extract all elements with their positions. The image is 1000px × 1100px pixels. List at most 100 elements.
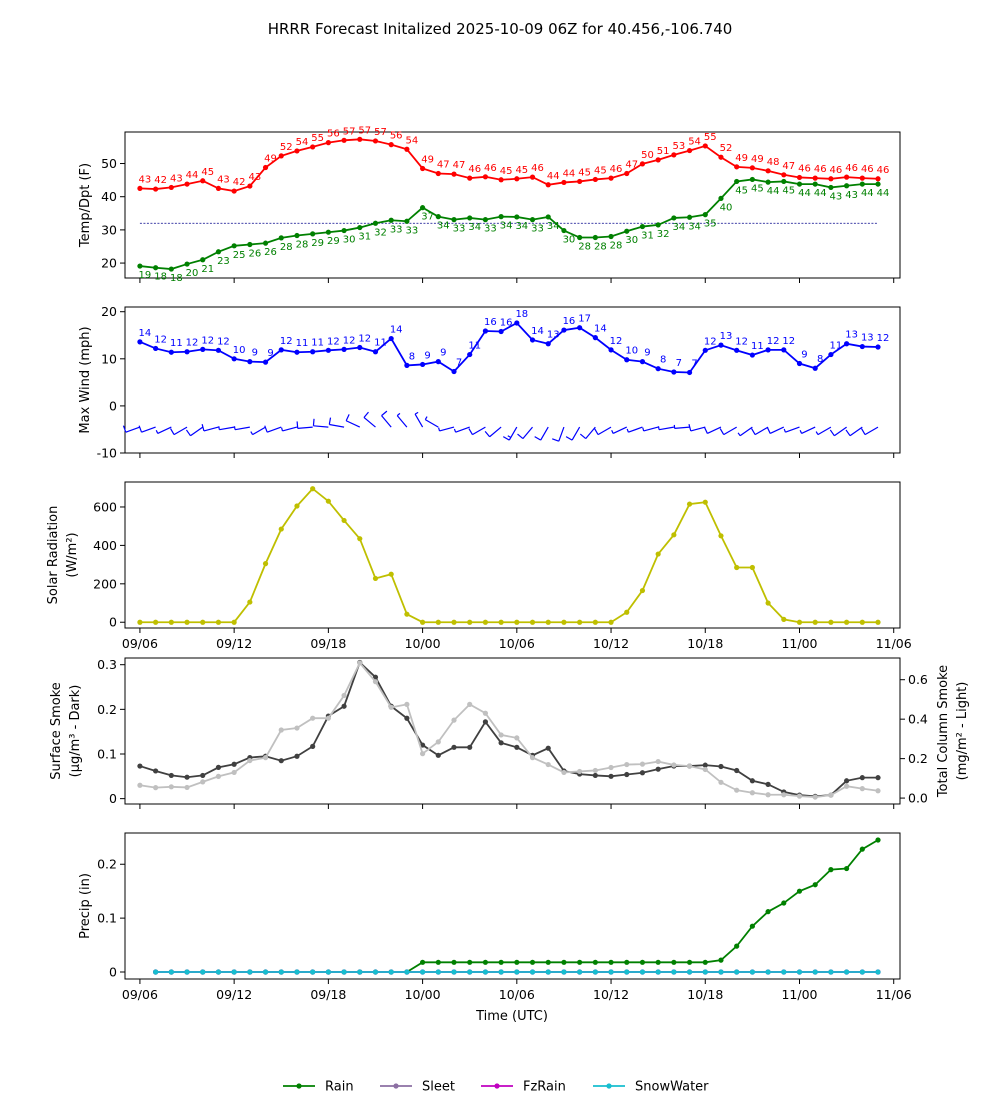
x-tick-label: 10/18 <box>687 987 723 1002</box>
wind-barb <box>673 424 690 430</box>
plot-frame <box>124 481 901 629</box>
wind-barb <box>861 426 879 436</box>
data-point-solar <box>467 619 473 625</box>
data-point-solar <box>419 619 426 625</box>
y-tick-label: 0.2 <box>97 857 117 872</box>
data-label-wind: 12 <box>767 336 780 347</box>
data-point-dewpoint <box>702 212 708 218</box>
data-point-rain <box>718 957 724 963</box>
data-point-solar <box>545 619 551 625</box>
data-point-snowwater <box>514 969 520 975</box>
data-label-temp: 54 <box>296 137 309 148</box>
data-point-wind <box>655 366 661 372</box>
data-point-smoke_light <box>184 784 190 791</box>
data-point-snowwater <box>372 969 379 975</box>
data-point-temp <box>624 170 630 177</box>
data-label-temp: 46 <box>830 165 843 176</box>
data-label-wind: 9 <box>267 348 273 359</box>
data-point-wind <box>137 339 143 345</box>
data-label-dewpoint: 18 <box>170 273 183 284</box>
y-tick-label: 200 <box>93 576 117 591</box>
wind-barb-shaft <box>203 426 219 432</box>
data-point-snowwater <box>624 969 630 975</box>
wind-barb-shaft <box>785 426 800 433</box>
wind-barb-shaft <box>522 426 533 439</box>
y-tick-label: 0.1 <box>97 911 117 926</box>
data-point-snowwater <box>215 969 222 975</box>
data-point-solar <box>655 551 661 557</box>
data-point-smoke_dark <box>435 752 441 758</box>
data-label-wind: 16 <box>484 317 497 328</box>
data-label-wind: 8 <box>660 355 666 366</box>
data-point-solar <box>686 501 693 507</box>
data-label-wind: 18 <box>515 309 528 320</box>
data-point-smoke_dark <box>859 775 865 781</box>
y-tick-label-right: 0.6 <box>908 672 928 687</box>
wind-barb-shaft <box>455 426 470 433</box>
data-point-wind <box>577 325 583 331</box>
data-point-dewpoint <box>655 222 661 228</box>
data-point-dewpoint <box>168 266 174 272</box>
data-label-dewpoint: 34 <box>672 222 685 233</box>
data-point-snowwater <box>812 969 818 975</box>
wind-barb <box>751 426 769 436</box>
data-point-smoke_light <box>608 764 614 771</box>
data-point-solar <box>388 571 394 577</box>
data-label-dewpoint: 34 <box>688 221 701 232</box>
data-point-rain <box>655 959 661 965</box>
y-tick-label: 0.3 <box>97 657 117 672</box>
y-tick-label: 50 <box>101 156 117 171</box>
y-tick-label: 0 <box>109 791 117 806</box>
data-point-smoke_dark <box>341 703 347 709</box>
data-point-rain <box>734 943 740 949</box>
data-label-wind: 17 <box>578 314 591 325</box>
data-point-smoke_light <box>702 766 708 773</box>
data-point-smoke_light <box>231 769 237 776</box>
data-point-snowwater <box>828 969 834 975</box>
wind-barb-shaft <box>571 426 581 441</box>
data-label-wind: 11 <box>751 341 764 352</box>
data-label-wind: 11 <box>170 338 183 349</box>
data-label-wind: 14 <box>139 328 152 339</box>
data-label-dewpoint: 34 <box>437 221 450 232</box>
data-label-temp: 42 <box>233 177 246 188</box>
wind-barb-shaft <box>754 426 769 436</box>
data-point-smoke_dark <box>404 715 410 721</box>
wind-barb-feather <box>280 427 284 432</box>
data-point-solar <box>812 619 818 625</box>
wind-barb <box>138 425 156 433</box>
data-point-wind <box>734 347 740 353</box>
data-label-dewpoint: 30 <box>563 235 576 246</box>
data-point-snowwater <box>262 969 269 975</box>
y-tick-label: 0 <box>109 615 117 630</box>
data-point-dewpoint <box>482 217 489 223</box>
data-point-wind <box>467 351 473 358</box>
data-point-smoke_light <box>200 779 206 785</box>
data-point-smoke_dark <box>608 773 614 779</box>
data-label-wind: 11 <box>468 341 481 352</box>
wind-barb-feather <box>766 426 771 434</box>
data-point-smoke_dark <box>153 768 159 774</box>
data-point-rain <box>514 959 520 965</box>
data-label-dewpoint: 43 <box>830 191 843 202</box>
data-point-snowwater <box>168 969 174 975</box>
data-label-wind: 12 <box>877 333 890 344</box>
data-label-dewpoint: 23 <box>217 256 230 267</box>
data-point-temp <box>294 148 300 154</box>
y-axis-label-left-units: (μg/m³ - Dark) <box>68 685 83 778</box>
data-point-smoke_light <box>278 727 284 733</box>
data-label-wind: 13 <box>845 330 858 341</box>
data-label-dewpoint: 35 <box>704 219 717 230</box>
data-point-smoke_light <box>828 792 834 798</box>
wind-barb <box>250 426 266 436</box>
data-point-rain <box>875 837 881 843</box>
wind-barb-shaft <box>313 425 329 428</box>
data-label-wind: 12 <box>358 334 371 345</box>
data-point-temp <box>828 176 834 182</box>
data-label-temp: 43 <box>170 173 183 184</box>
data-point-snowwater <box>482 969 489 975</box>
data-point-snowwater <box>765 969 771 975</box>
data-point-temp <box>844 174 850 180</box>
wind-barb-shaft <box>508 426 518 441</box>
